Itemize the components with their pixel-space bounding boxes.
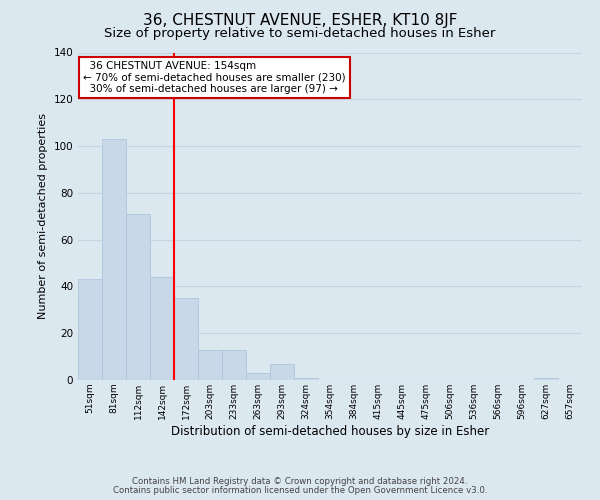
Bar [126,214,150,380]
Bar [534,378,558,380]
Text: 36, CHESTNUT AVENUE, ESHER, KT10 8JF: 36, CHESTNUT AVENUE, ESHER, KT10 8JF [143,12,457,28]
Text: 36 CHESTNUT AVENUE: 154sqm  
← 70% of semi-detached houses are smaller (230)
  3: 36 CHESTNUT AVENUE: 154sqm ← 70% of semi… [83,60,346,94]
Y-axis label: Number of semi-detached properties: Number of semi-detached properties [38,114,48,320]
Text: Size of property relative to semi-detached houses in Esher: Size of property relative to semi-detach… [104,28,496,40]
Bar [102,139,126,380]
Text: Contains public sector information licensed under the Open Government Licence v3: Contains public sector information licen… [113,486,487,495]
Text: Contains HM Land Registry data © Crown copyright and database right 2024.: Contains HM Land Registry data © Crown c… [132,477,468,486]
X-axis label: Distribution of semi-detached houses by size in Esher: Distribution of semi-detached houses by … [171,424,489,438]
Bar [78,280,102,380]
Bar [150,277,174,380]
Bar [294,378,318,380]
Bar [174,298,198,380]
Bar [270,364,294,380]
Bar [198,350,222,380]
Bar [246,373,270,380]
Bar [222,350,246,380]
